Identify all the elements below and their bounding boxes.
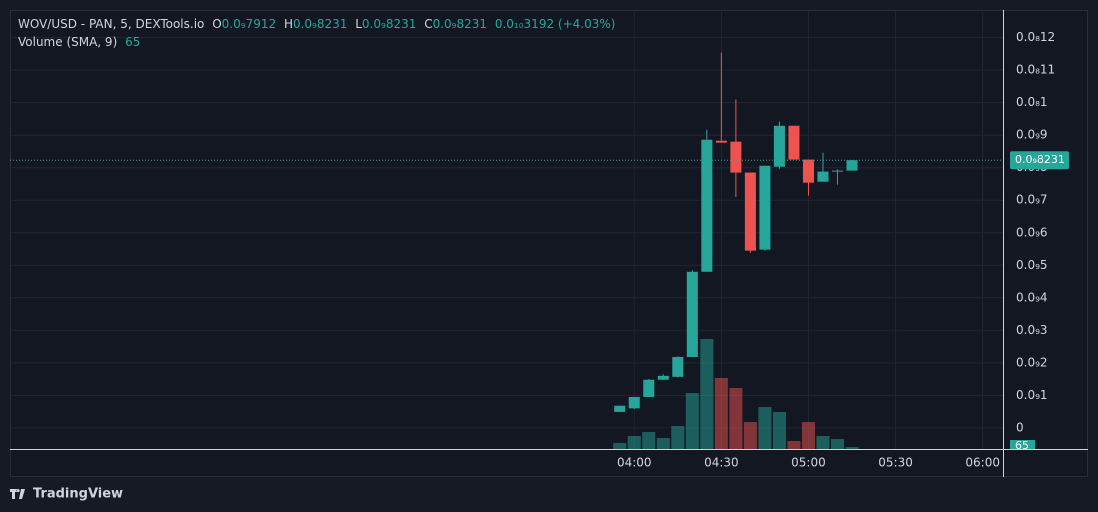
candle-body — [817, 171, 829, 182]
high-value: 0.0₉8231 — [293, 17, 347, 31]
volume-bar — [801, 421, 815, 449]
volume-bar — [642, 431, 656, 449]
y-tick-label: 0.0₉2 — [1016, 355, 1048, 369]
legend: WOV/USD - PAN, 5, DEXTools.io O0.0₉7912 … — [18, 17, 615, 31]
candle-body — [643, 379, 655, 397]
volume-bar — [816, 435, 830, 449]
volume-bar — [729, 387, 743, 449]
logo-icon — [10, 489, 25, 499]
volume-bar — [627, 435, 641, 449]
candle-body — [715, 140, 727, 143]
y-tick-label: 0.0₉4 — [1016, 290, 1048, 304]
price-label: 0.0₉8231 — [1015, 153, 1065, 166]
volume-name: Volume (SMA, 9) — [18, 35, 117, 49]
volume-bar — [787, 441, 801, 449]
close-label: C — [424, 17, 432, 31]
open-value: 0.0₉7912 — [222, 17, 276, 31]
volume-bar — [845, 447, 859, 449]
y-tick-label: 0.0₉5 — [1016, 258, 1048, 272]
x-tick-label: 06:00 — [965, 456, 1000, 470]
y-tick-label: 0.0₈11 — [1016, 63, 1055, 77]
y-tick-label: 0.0₉6 — [1016, 225, 1048, 239]
volume-bar — [743, 421, 757, 449]
volume-label-box — [1010, 440, 1035, 449]
candle-body — [773, 125, 785, 167]
y-tick-label: 0.0₉7 — [1016, 193, 1048, 207]
candle-body — [846, 160, 858, 171]
candle-body — [744, 172, 756, 251]
logo: TradingView — [10, 487, 123, 502]
change: 0.0₁₀3192 (+4.03%) — [495, 17, 616, 31]
y-tick-label: 0.0₉9 — [1016, 128, 1048, 142]
y-tick-label: 0 — [1016, 420, 1024, 434]
volume-bar — [671, 425, 685, 449]
y-tick-label: 0.0₈12 — [1016, 30, 1055, 44]
axes: 0 0.0₉1 0.0₉2 0.0₉3 0.0₉4 0.0₉5 0.0₉6 0.0₉7 0.0₉… — [10, 30, 1069, 470]
volume-bar — [613, 443, 627, 449]
candle-body — [614, 405, 626, 412]
volume-pane — [613, 339, 859, 449]
y-tick-label: 0.0₈1 — [1016, 95, 1048, 109]
candle-body — [802, 159, 814, 183]
chart-frame — [10, 10, 1088, 477]
grid — [10, 10, 1003, 449]
candles — [614, 52, 858, 412]
candle-body — [831, 170, 844, 172]
volume-bar — [656, 437, 670, 449]
x-tick-label: 04:30 — [704, 456, 739, 470]
open-label: O — [212, 17, 221, 31]
volume-bar — [714, 377, 728, 449]
volume-bar — [758, 407, 772, 449]
volume-bar — [685, 393, 699, 449]
candle-body — [686, 271, 698, 357]
candle-body — [657, 375, 669, 380]
symbol: WOV/USD - PAN, 5, DEXTools.io — [18, 17, 204, 31]
low-label: L — [355, 17, 362, 31]
y-tick-label: 0.0₉1 — [1016, 388, 1048, 402]
low-value: 0.0₉8231 — [362, 17, 416, 31]
volume-label: 65 — [1015, 439, 1029, 452]
close-value: 0.0₉8231 — [433, 17, 487, 31]
candle-body — [701, 139, 713, 272]
price-label-box — [1010, 151, 1069, 170]
volume-value: 65 — [125, 35, 140, 49]
candle-body — [788, 125, 800, 160]
x-tick-label: 05:30 — [878, 456, 913, 470]
x-tick-label: 04:00 — [617, 456, 652, 470]
volume-legend: Volume (SMA, 9) 65 — [18, 35, 140, 49]
x-tick-label: 05:00 — [791, 456, 826, 470]
candle-body — [672, 356, 684, 377]
watermark: TradingView — [33, 487, 123, 502]
candle-body — [730, 141, 742, 173]
y-tick-label: 0.0₉3 — [1016, 323, 1048, 337]
volume-bar — [700, 339, 714, 449]
volume-bar — [830, 439, 845, 449]
candle-body — [628, 396, 640, 409]
volume-bar — [772, 411, 786, 449]
high-label: H — [284, 17, 293, 31]
candle-body — [759, 165, 771, 250]
